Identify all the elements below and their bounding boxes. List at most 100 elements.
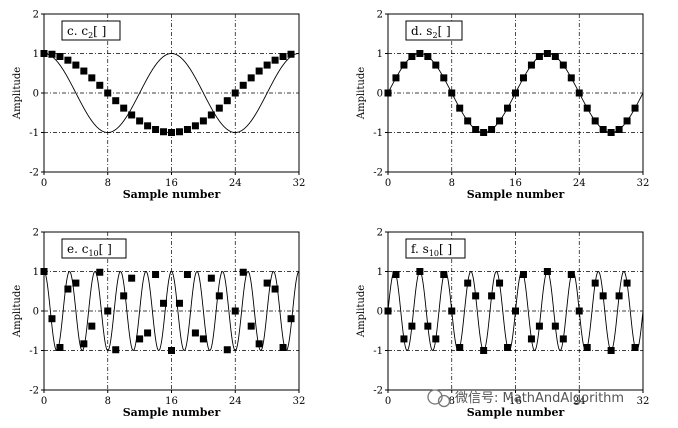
sample-marker [287, 50, 295, 58]
sample-marker [136, 117, 144, 125]
sample-marker [448, 89, 456, 97]
sample-marker [255, 340, 263, 348]
sample-marker [408, 322, 416, 330]
sample-marker [607, 347, 615, 354]
sample-marker [456, 343, 464, 351]
y-tick-label: 1 [33, 267, 39, 278]
sample-marker [64, 56, 72, 64]
waveform-curve [43, 271, 300, 351]
x-tick-label: 0 [385, 178, 391, 189]
sample-marker [279, 53, 287, 61]
x-tick-label: 32 [293, 396, 306, 407]
sample-marker [472, 292, 480, 300]
sample-marker [88, 322, 96, 330]
sample-marker [231, 307, 239, 315]
sample-marker [255, 67, 263, 75]
sample-marker [183, 271, 191, 279]
x-tick-label: 24 [229, 178, 242, 189]
sample-marker [112, 346, 120, 354]
sample-marker [559, 335, 567, 343]
sample-marker [120, 292, 128, 300]
sample-marker [64, 285, 72, 293]
sample-marker [287, 315, 295, 323]
sample-marker [599, 125, 607, 133]
watermark: 微信号: MathAndAlgorithm [427, 389, 624, 408]
x-tick-label: 24 [573, 396, 586, 407]
y-tick-label: 2 [377, 228, 383, 239]
sample-marker [160, 299, 168, 307]
sample-marker [96, 268, 104, 276]
panel-label: e. c10[ ] [67, 242, 112, 258]
sample-marker [152, 271, 160, 279]
panel-label: c. c2[ ] [67, 24, 106, 40]
panel-label-box [61, 238, 127, 259]
sample-marker [472, 125, 480, 133]
sample-marker [263, 61, 271, 69]
panel-1: 0 8 16 24 32 2 1 0 -1 -2 Sample number Amplitude c. … [12, 10, 305, 202]
sample-marker [456, 104, 464, 112]
sample-marker [535, 53, 543, 61]
y-tick-label: -2 [29, 386, 39, 397]
sample-marker [112, 97, 120, 105]
panel-3: 0 8 16 24 32 2 1 0 -1 -2 Sample number Amplitude e. … [12, 228, 305, 420]
x-tick-label: 32 [293, 178, 306, 189]
sample-marker [575, 89, 583, 97]
y-tick-label: -2 [373, 386, 383, 397]
sample-marker [400, 335, 408, 343]
wechat-icon [427, 389, 443, 405]
sample-marker [128, 274, 136, 282]
sample-marker [199, 335, 207, 343]
sample-marker [40, 50, 48, 57]
sample-marker [527, 61, 535, 69]
sample-marker [599, 292, 607, 300]
watermark-text: 微信号: MathAndAlgorithm [455, 391, 624, 406]
sample-marker [567, 271, 575, 279]
sample-marker [527, 335, 535, 343]
sample-marker [615, 125, 623, 133]
y-tick-label: -1 [29, 128, 39, 139]
x-tick-label: 24 [573, 178, 586, 189]
sample-marker [448, 307, 456, 315]
panel-label-box [405, 20, 463, 41]
y-tick-label: 1 [377, 267, 383, 278]
sample-marker [215, 104, 223, 112]
y-axis-label: Amplitude [356, 67, 367, 120]
sample-marker [239, 268, 247, 276]
sample-marker [392, 74, 400, 82]
sample-marker [56, 343, 64, 351]
x-tick-label: 16 [509, 178, 522, 189]
sample-marker [152, 125, 160, 133]
sample-marker [535, 322, 543, 330]
panel-label: d. s2[ ] [411, 24, 451, 40]
x-axis-label: Sample number [467, 406, 565, 419]
sample-marker [199, 117, 207, 125]
sample-marker [440, 271, 448, 279]
y-tick-label: -2 [29, 168, 39, 179]
sample-marker [88, 74, 96, 82]
sample-marker [96, 81, 104, 89]
x-tick-label: 8 [105, 178, 111, 189]
sample-marker [408, 53, 416, 61]
sample-marker [207, 111, 215, 119]
sample-marker [271, 285, 279, 293]
x-tick-label: 0 [385, 396, 391, 407]
x-axis-label: Sample number [123, 406, 221, 419]
sample-marker [175, 128, 183, 136]
x-tick-label: 8 [449, 178, 455, 189]
x-tick-label: 24 [229, 396, 242, 407]
y-tick-label: 0 [377, 89, 383, 100]
sample-marker [504, 343, 512, 351]
sample-marker [384, 89, 392, 97]
sample-marker [583, 343, 591, 351]
sample-marker [128, 111, 136, 119]
y-axis-label: Amplitude [12, 67, 23, 120]
sample-marker [48, 315, 56, 323]
x-axis-label: Sample number [123, 188, 221, 201]
sample-marker [512, 89, 519, 97]
sample-marker [191, 122, 199, 130]
sample-marker [488, 125, 496, 133]
sample-marker [591, 279, 599, 287]
sample-marker [416, 268, 424, 275]
sample-marker [504, 104, 512, 112]
x-tick-label: 16 [165, 396, 178, 407]
